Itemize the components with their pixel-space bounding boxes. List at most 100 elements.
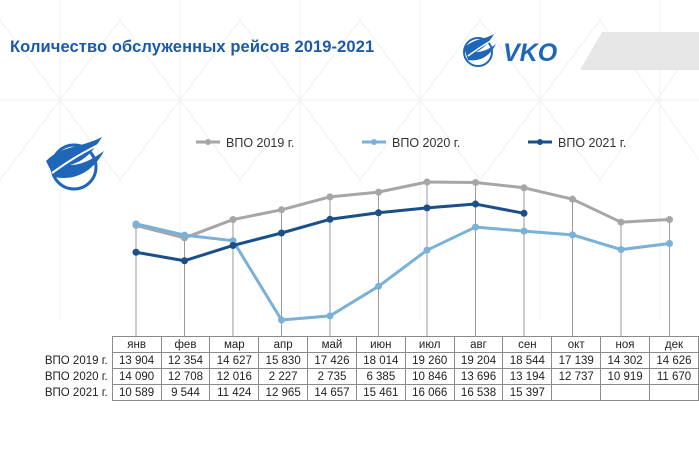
data-point (666, 239, 673, 247)
legend-marker (205, 139, 211, 145)
table-cell: 14 627 (209, 352, 260, 369)
data-point (132, 248, 140, 256)
data-point (472, 223, 479, 231)
table-cell: 12 708 (160, 368, 211, 385)
chart-series (132, 178, 673, 324)
table-cell: 13 904 (111, 352, 162, 369)
data-table: янв фев мар апр май июн июл авг сен окт ноя дек ВПО… (33, 336, 699, 401)
month-header: май (307, 336, 357, 353)
row-label: ВПО 2021 г. (44, 386, 108, 399)
table-cell: 15 830 (258, 352, 309, 369)
table-cell: 14 090 (111, 368, 162, 385)
table-corner (33, 337, 112, 353)
table-cell: 9 544 (160, 384, 211, 401)
table-cell: 17 139 (551, 352, 602, 369)
month-header: апр (258, 336, 309, 353)
table-cell: 13 194 (502, 368, 553, 385)
table-cell: 16 538 (453, 384, 504, 401)
data-point (520, 209, 528, 217)
series-line (135, 180, 670, 240)
data-point (617, 218, 625, 226)
data-point (278, 229, 285, 237)
data-point (229, 237, 237, 245)
table-cell: 12 354 (160, 352, 211, 369)
bird-emblem-icon (46, 137, 104, 191)
data-point (181, 257, 188, 265)
month-header: июл (404, 336, 455, 353)
legend-label: ВПО 2021 г. (558, 136, 626, 150)
month-header: авг (453, 336, 504, 353)
month-header: ноя (600, 336, 650, 353)
table-cell: 12 737 (551, 368, 602, 385)
table-row: ВПО 2020 г. 14 090 12 708 12 016 2 227 2 735 6… (33, 368, 699, 385)
legend-marker (371, 139, 377, 145)
table-cell: 14 626 (648, 352, 699, 369)
row-label: ВПО 2020 г. (44, 370, 108, 383)
legend-label: ВПО 2019 г. (226, 136, 294, 150)
data-point (326, 312, 334, 320)
table-cell: 19 260 (404, 352, 455, 369)
month-header: июн (355, 336, 406, 353)
page-title: Количество обслуженных рейсов 2019-2021 (10, 38, 375, 56)
data-point (617, 246, 625, 254)
table-cell: 18 544 (502, 352, 553, 369)
vertical-drop-lines (135, 182, 670, 336)
data-point (375, 188, 382, 196)
legend-marker (537, 139, 543, 145)
table-cell: 15 397 (502, 384, 553, 401)
vko-logo: VKO (463, 34, 558, 67)
row-label: ВПО 2019 г. (44, 354, 108, 367)
month-header: сен (502, 336, 553, 353)
data-point (181, 231, 188, 239)
table-cell: 10 846 (404, 368, 455, 385)
data-point (326, 193, 334, 201)
data-point (229, 216, 237, 224)
table-cell: 6 385 (355, 368, 406, 385)
data-point (132, 220, 140, 228)
table-cell: 2 227 (258, 368, 309, 385)
month-header: дек (648, 336, 699, 353)
legend-item: ВПО 2021 г. (528, 136, 626, 150)
table-cell: 14 302 (600, 352, 650, 369)
table-cell: 16 066 (404, 384, 455, 401)
table-cell (648, 384, 699, 401)
table-cell: 11 670 (648, 368, 699, 385)
data-point (375, 209, 382, 217)
data-point (423, 204, 431, 212)
brand-name: VKO (503, 39, 558, 67)
table-cell: 10 919 (600, 368, 650, 385)
data-point (472, 178, 479, 186)
data-point (375, 282, 382, 290)
vko-bird-logo-icon (463, 34, 496, 67)
month-header: янв (111, 336, 162, 353)
table-cell: 15 461 (355, 384, 406, 401)
data-point (423, 178, 431, 186)
month-header: окт (551, 336, 602, 353)
data-point (666, 216, 673, 224)
table-cell: 19 204 (453, 352, 504, 369)
data-point (278, 206, 285, 214)
table-cell: 12 965 (258, 384, 309, 401)
table-cell (600, 384, 650, 401)
data-point (569, 195, 576, 203)
month-header: фев (160, 336, 211, 353)
data-point (326, 215, 334, 223)
legend-item: ВПО 2019 г. (196, 136, 294, 150)
table-cell (551, 384, 602, 401)
table-cell: 18 014 (355, 352, 406, 369)
month-header-row: янв фев мар апр май июн июл авг сен окт ноя дек (33, 336, 699, 353)
series-line (135, 222, 670, 322)
data-point (472, 200, 479, 208)
table-cell: 10 589 (111, 384, 162, 401)
table-cell: 17 426 (307, 352, 357, 369)
data-point (423, 246, 431, 254)
data-point (229, 241, 237, 249)
data-point (278, 316, 285, 324)
table-cell: 2 735 (307, 368, 357, 385)
table-body: ВПО 2019 г. 13 904 12 354 14 627 15 830 17 42… (33, 352, 699, 401)
legend-item: ВПО 2020 г. (362, 136, 460, 150)
table-cell: 14 657 (307, 384, 357, 401)
table-row: ВПО 2021 г. 10 589 9 544 11 424 12 965 14 657… (33, 384, 699, 401)
